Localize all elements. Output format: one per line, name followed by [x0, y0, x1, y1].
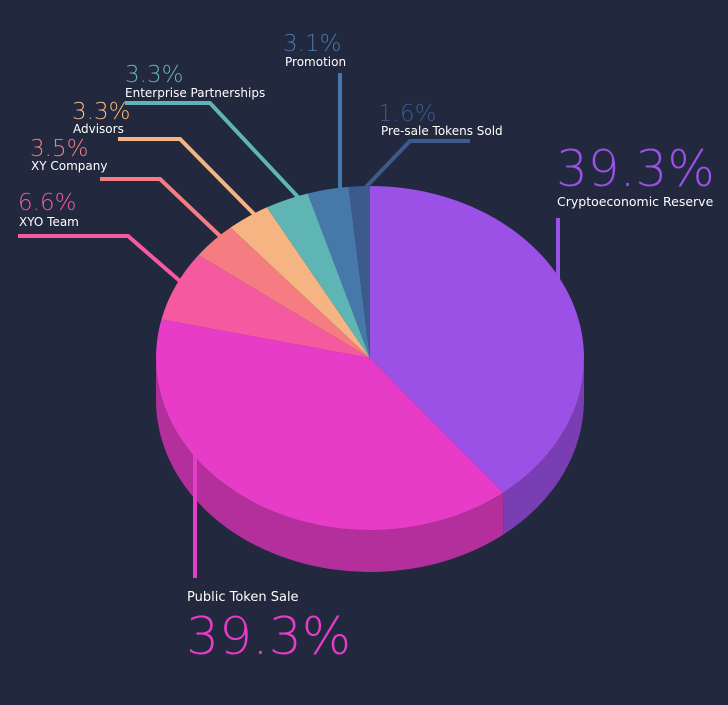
pie-slice-side	[156, 358, 504, 572]
slice-category-label: XYO Team	[19, 215, 79, 229]
slice-value-label: 3.3%	[72, 99, 130, 125]
slice-value-label: 39.3%	[556, 140, 715, 198]
slice-category-label: Enterprise Partnerships	[125, 86, 265, 100]
slice-value-label: 3.1%	[283, 31, 341, 57]
slice-category-label: Advisors	[73, 122, 124, 136]
leader-line	[18, 234, 183, 284]
pie-slice	[370, 186, 584, 493]
pie-slice	[161, 255, 370, 358]
leader-line	[125, 101, 300, 199]
slice-value-label: 1.6%	[378, 101, 436, 127]
slice-value-label: 3.3%	[125, 62, 183, 88]
pie-slice	[307, 186, 370, 358]
slice-category-label: Pre-sale Tokens Sold	[381, 124, 503, 138]
pie-slice	[198, 227, 370, 358]
pie-slice	[266, 193, 370, 358]
slice-category-label: Cryptoeconomic Reserve	[557, 194, 714, 209]
leader-line	[118, 137, 257, 217]
pie-side-layer	[156, 358, 584, 572]
pie-slice	[230, 207, 370, 358]
slice-value-label: 39.3%	[186, 607, 351, 667]
pie-slice	[348, 186, 370, 358]
slice-value-label: 6.6%	[18, 190, 76, 216]
slice-value-label: 3.5%	[30, 136, 88, 162]
pie-slice-side	[503, 358, 584, 535]
leader-line	[100, 177, 222, 238]
pie-top-layer	[155, 186, 584, 530]
leader-line	[363, 139, 470, 190]
pie-slice	[155, 319, 504, 530]
slice-category-label: Promotion	[285, 55, 346, 69]
slice-category-label: Public Token Sale	[187, 590, 299, 605]
leader-lines	[18, 73, 560, 578]
slice-category-label: XY Company	[31, 159, 107, 173]
